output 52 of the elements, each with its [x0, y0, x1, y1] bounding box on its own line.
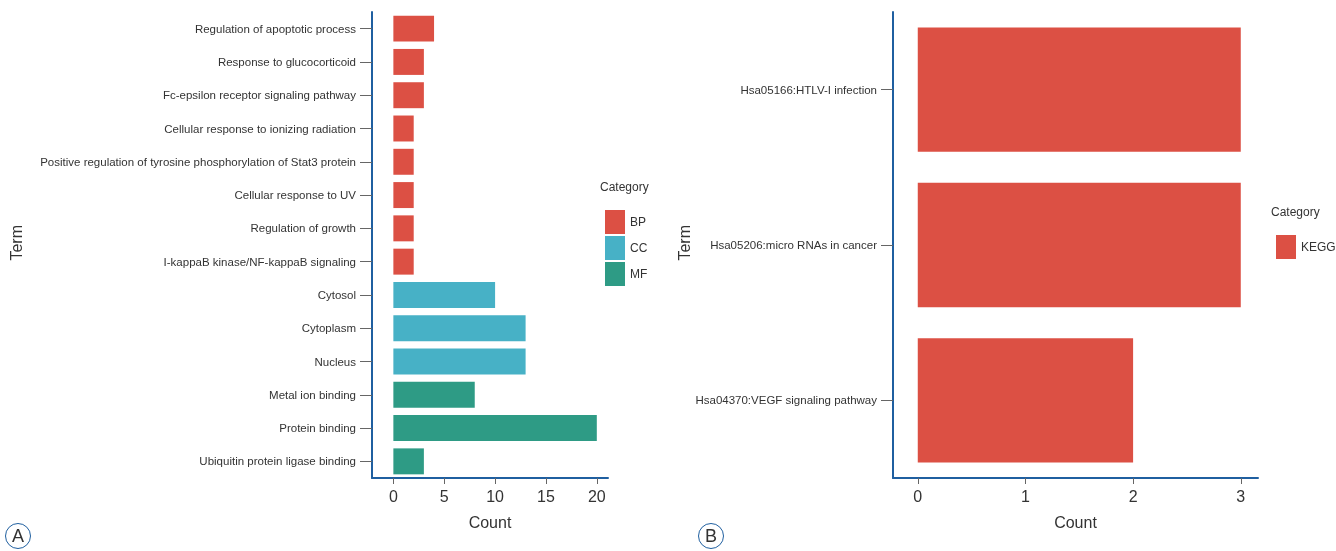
- legend-label: KEGG: [1301, 240, 1336, 254]
- bar: [393, 15, 435, 42]
- y-tick-label: Nucleus: [314, 355, 357, 368]
- bar: [393, 315, 526, 342]
- bar: [393, 148, 414, 175]
- y-tick-label: Protein binding: [279, 422, 356, 435]
- y-tick-label: Metal ion binding: [269, 388, 356, 401]
- y-tick-label: Response to glucocorticoid: [217, 55, 356, 68]
- bar: [393, 215, 414, 242]
- legend-label: MF: [630, 267, 648, 281]
- x-tick-label: 5: [439, 487, 449, 505]
- bar: [393, 415, 597, 442]
- y-axis-title: Term: [7, 225, 25, 261]
- y-tick-label: Cytosol: [317, 288, 356, 301]
- bar: [393, 281, 496, 308]
- y-tick-label: Cytoplasm: [301, 322, 356, 335]
- y-axis-title: Term: [675, 225, 693, 261]
- bar: [393, 381, 475, 408]
- y-tick-label: Ubiquitin protein ligase binding: [199, 455, 356, 468]
- x-tick-label: 3: [1236, 487, 1246, 505]
- bar: [393, 348, 526, 375]
- x-tick-label: 10: [486, 487, 505, 505]
- x-tick-label: 2: [1128, 487, 1138, 505]
- legend-title: Category: [1271, 205, 1320, 219]
- legend-label: BP: [630, 215, 647, 229]
- y-tick-label: Regulation of growth: [250, 222, 356, 235]
- legend-label: CC: [630, 241, 648, 255]
- bar: [393, 115, 414, 142]
- x-tick-label: 20: [587, 487, 606, 505]
- x-tick-label: 0: [913, 487, 923, 505]
- y-tick-label: Cellular response to UV: [234, 189, 357, 202]
- y-tick-label: Hsa04370:VEGF signaling pathway: [695, 394, 878, 407]
- y-tick-label: Fc-epsilon receptor signaling pathway: [162, 89, 357, 102]
- bar: [393, 448, 424, 475]
- bar: [393, 248, 414, 275]
- text: B: [704, 525, 717, 547]
- bar: [393, 182, 414, 209]
- x-tick-label: 1: [1020, 487, 1030, 505]
- y-tick-label: I-kappaB kinase/NF-kappaB signaling: [163, 255, 356, 268]
- x-axis-title: Count: [468, 513, 512, 531]
- x-axis-title: Count: [1054, 513, 1098, 531]
- y-tick-label: Cellular response to ionizing radiation: [164, 122, 356, 135]
- x-tick-label: 0: [388, 487, 398, 505]
- bar: [393, 82, 424, 109]
- x-tick-label: 15: [537, 487, 555, 505]
- y-tick-label: Positive regulation of tyrosine phosphorylation of Stat3 protein: [40, 155, 356, 168]
- y-tick-label: Regulation of apoptotic process: [194, 22, 357, 35]
- bar: [393, 48, 424, 75]
- text: A: [11, 525, 24, 547]
- legend-title: Category: [600, 180, 649, 194]
- y-tick-label: Hsa05206:micro RNAs in cancer: [710, 239, 878, 251]
- y-tick-label: Hsa05166:HTLV-I infection: [740, 83, 877, 96]
